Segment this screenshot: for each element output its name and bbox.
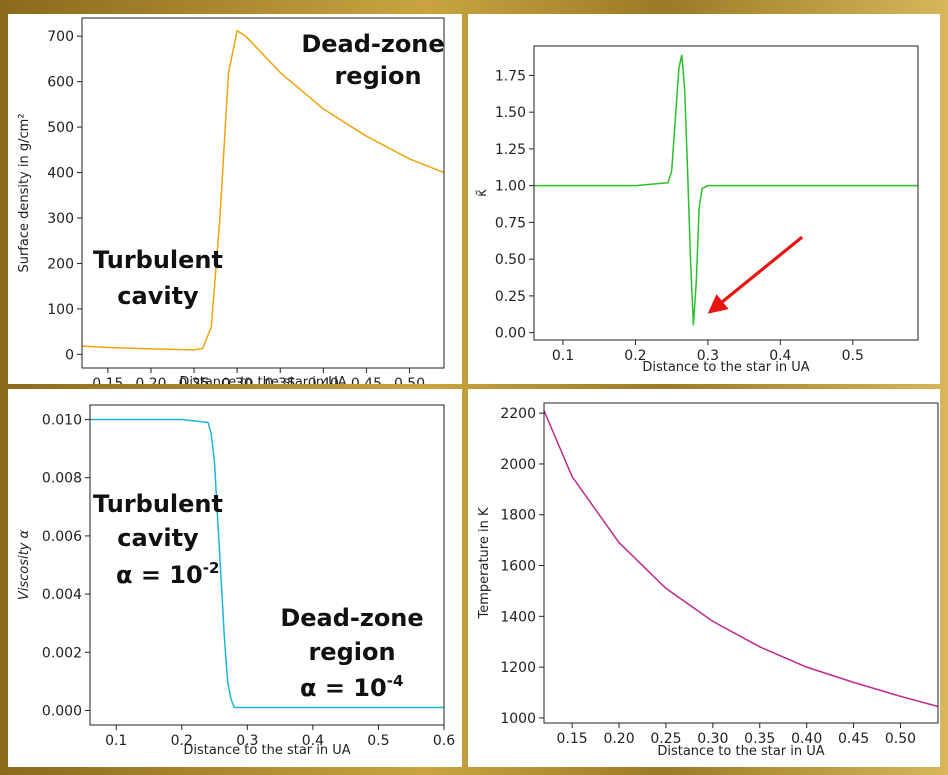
y-axis-label: κ̃: [475, 189, 490, 197]
y-tick-label: 700: [47, 29, 74, 45]
x-axis-label: Distance to the star in UA: [642, 360, 809, 375]
y-tick-label: 1.75: [495, 68, 526, 84]
x-tick-label: 0.50: [885, 731, 916, 747]
x-tick-label: 0.40: [308, 376, 339, 384]
y-tick-label: 0.75: [495, 215, 526, 231]
surface-density-panel: 0.15 0.20 0.25 0.30 0.35 0.40 0.45 0.50 0 100 200 3…: [8, 14, 462, 384]
plot-frame: [543, 402, 939, 724]
x-tick-label: 0.2: [624, 348, 646, 364]
x-tick-label: 0.6: [433, 733, 455, 749]
series-line: [90, 418, 444, 709]
alpha-dead-zone-exponent: -4: [387, 672, 404, 690]
y-tick-label: 2200: [500, 406, 536, 422]
y-tick-label: 1400: [500, 609, 536, 625]
y-tick-label: 0: [65, 347, 74, 363]
plot-frame: [89, 404, 445, 726]
cavity-label: cavity: [117, 282, 199, 310]
y-tick-label: 0.000: [42, 703, 82, 719]
x-axis-label: Distance to the star in UA: [657, 744, 824, 759]
x-tick-label: 0.45: [838, 731, 869, 747]
y-tick-label: 1.00: [495, 179, 526, 195]
y-tick-label: 1.25: [495, 142, 526, 158]
y-tick-label: 1.50: [495, 105, 526, 121]
series-line: [534, 54, 918, 326]
series-line: [543, 410, 939, 708]
x-tick-label: 0.20: [135, 376, 166, 384]
region-label: region: [334, 62, 421, 90]
y-tick-label: 500: [47, 120, 74, 136]
x-axis-label: Distance to the star in UA: [179, 375, 346, 384]
dead-zone-label: Dead-zone: [301, 30, 444, 58]
x-tick-label: 0.5: [367, 733, 389, 749]
y-axis-label: Surface density in g/cm²: [17, 113, 32, 272]
y-tick-label: 0.008: [42, 471, 82, 487]
x-tick-label: 0.4: [769, 348, 791, 364]
y-tick-label: 0.004: [42, 587, 82, 603]
y-tick-label: 0.00: [495, 326, 526, 342]
y-tick-label: 0.50: [495, 252, 526, 268]
x-tick-label: 0.1: [552, 348, 574, 364]
y-tick-label: 0.25: [495, 289, 526, 305]
series-line: [81, 29, 445, 351]
turbulent-label: Turbulent: [93, 490, 223, 518]
x-tick-label: 0.35: [744, 731, 775, 747]
surface-density-chart: 0.15 0.20 0.25 0.30 0.35 0.40 0.45 0.50 0 100 200 3…: [17, 17, 445, 384]
kappa-chart: 0.1 0.2 0.3 0.4 0.5 0.00 0.25 0.50 0.75 1.00 1.25 1…: [475, 45, 919, 375]
plot-frame: [81, 17, 445, 369]
y-tick-label: 200: [47, 256, 74, 272]
y-tick-label: 1800: [500, 508, 536, 524]
x-tick-label: 0.25: [650, 731, 681, 747]
region-label: region: [308, 638, 395, 666]
y-axis-label: Viscosity α: [17, 529, 32, 600]
y-tick-label: 1200: [500, 660, 536, 676]
x-tick-label: 0.3: [236, 733, 258, 749]
x-tick-label: 0.35: [265, 376, 296, 384]
y-tick-label: 1000: [500, 711, 536, 727]
y-tick-label: 0.010: [42, 413, 82, 429]
dead-zone-label: Dead-zone: [280, 604, 423, 632]
x-tick-label: 0.15: [92, 376, 123, 384]
x-tick-label: 0.30: [222, 376, 253, 384]
x-tick-label: 0.20: [603, 731, 634, 747]
viscosity-chart: 0.1 0.2 0.3 0.4 0.5 0.6 0.000 0.002 0.004 0.006 0.…: [17, 404, 455, 758]
y-axis-label: Temperature in K: [477, 507, 492, 619]
y-tick-label: 0.002: [42, 645, 82, 661]
x-tick-label: 0.45: [351, 376, 382, 384]
x-tick-label: 0.5: [842, 348, 864, 364]
x-tick-label: 0.2: [171, 733, 193, 749]
plot-frame: [533, 45, 919, 341]
x-tick-label: 0.15: [557, 731, 588, 747]
viscosity-panel: 0.1 0.2 0.3 0.4 0.5 0.6 0.000 0.002 0.004 0.006 0.…: [8, 389, 462, 767]
cavity-label: cavity: [117, 524, 199, 552]
x-tick-label: 0.30: [697, 731, 728, 747]
y-tick-label: 2000: [500, 457, 536, 473]
x-axis-label: Distance to the star in UA: [183, 743, 350, 758]
temperature-chart: 0.15 0.20 0.25 0.30 0.35 0.40 0.45 0.50 1000 1200…: [477, 402, 939, 759]
x-tick-label: 0.4: [302, 733, 324, 749]
y-tick-label: 100: [47, 302, 74, 318]
x-tick-label: 0.40: [791, 731, 822, 747]
y-tick-label: 400: [47, 166, 74, 182]
x-tick-label: 0.3: [697, 348, 719, 364]
alpha-cavity-label: α = 10-2: [116, 559, 219, 589]
temperature-panel: 0.15 0.20 0.25 0.30 0.35 0.40 0.45 0.50 1000 1200…: [468, 389, 940, 767]
x-tick-label: 0.25: [178, 376, 209, 384]
alpha-dead-zone-label: α = 10-4: [300, 672, 403, 702]
turbulent-label: Turbulent: [93, 246, 223, 274]
y-tick-label: 300: [47, 211, 74, 227]
x-tick-label: 0.50: [394, 376, 425, 384]
y-tick-label: 600: [47, 75, 74, 91]
red-arrow: [707, 235, 804, 314]
alpha-cavity-exponent: -2: [203, 559, 220, 577]
kappa-panel: 0.1 0.2 0.3 0.4 0.5 0.00 0.25 0.50 0.75 1.00 1.25 1…: [468, 14, 940, 384]
y-tick-label: 0.006: [42, 529, 82, 545]
y-tick-label: 1600: [500, 559, 536, 575]
x-tick-label: 0.1: [105, 733, 127, 749]
